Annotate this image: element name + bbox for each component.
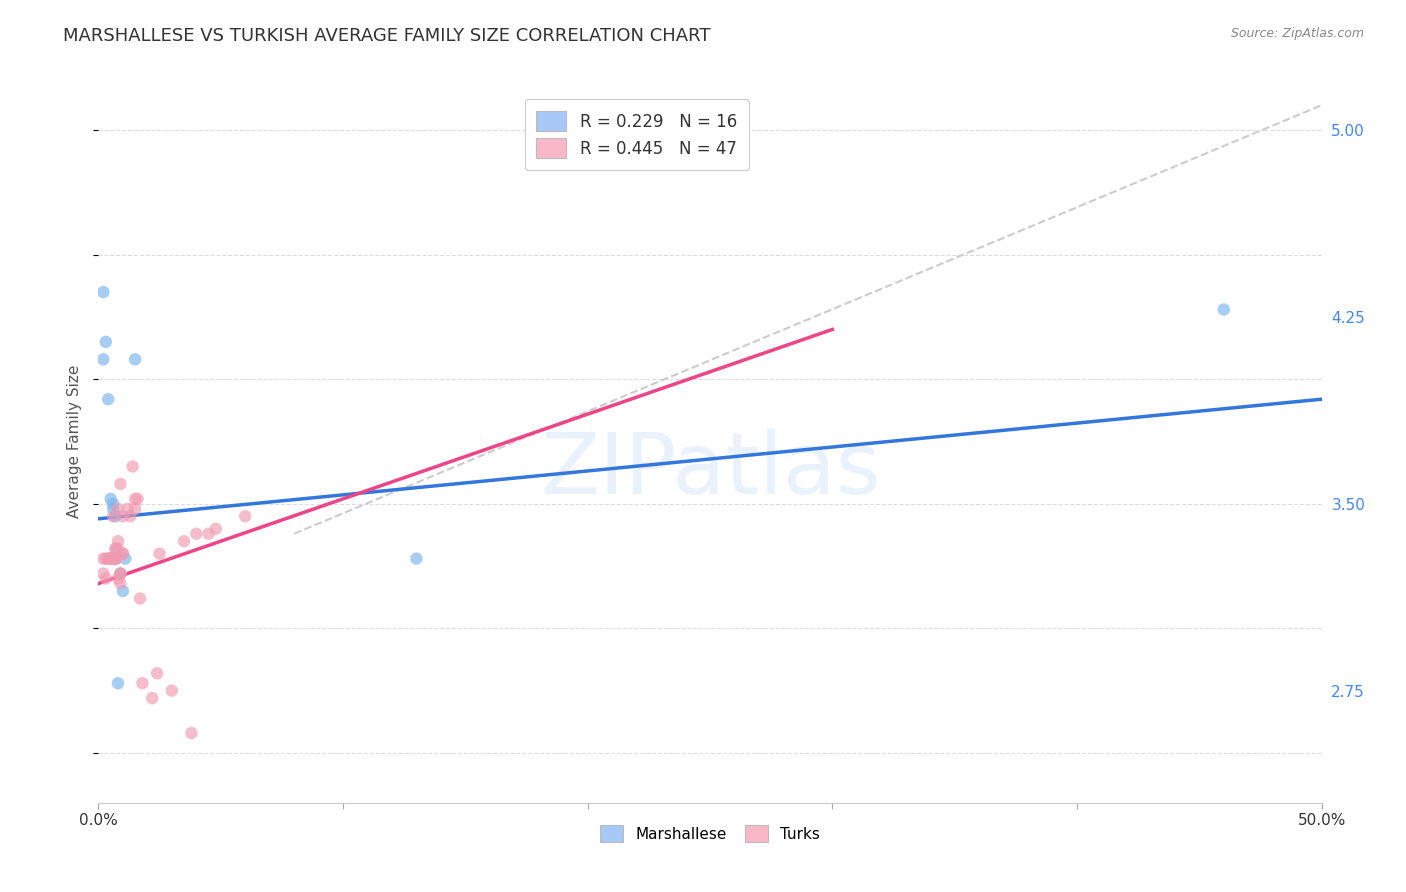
Point	[405, 551, 427, 566]
Point	[107, 534, 129, 549]
Point	[94, 572, 117, 586]
Point	[104, 541, 127, 556]
Point	[97, 551, 120, 566]
Point	[111, 547, 134, 561]
Point	[100, 551, 122, 566]
Text: Source: ZipAtlas.com: Source: ZipAtlas.com	[1230, 27, 1364, 40]
Point	[233, 509, 256, 524]
Point	[107, 541, 129, 556]
Point	[104, 541, 127, 556]
Y-axis label: Average Family Size: Average Family Size	[67, 365, 83, 518]
Point	[117, 501, 139, 516]
Point	[100, 551, 122, 566]
Point	[100, 551, 122, 566]
Point	[1212, 302, 1234, 317]
Point	[101, 509, 124, 524]
Point	[107, 501, 129, 516]
Text: ZIPatlas: ZIPatlas	[540, 429, 880, 512]
Point	[101, 501, 124, 516]
Point	[146, 666, 169, 681]
Point	[101, 551, 124, 566]
Point	[101, 497, 124, 511]
Point	[186, 526, 208, 541]
Point	[124, 352, 146, 367]
Point	[110, 566, 132, 581]
Legend: Marshallese, Turks: Marshallese, Turks	[592, 817, 828, 849]
Point	[110, 476, 132, 491]
Point	[104, 551, 127, 566]
Point	[94, 551, 117, 566]
Point	[97, 392, 120, 407]
Point	[124, 491, 146, 506]
Point	[104, 551, 127, 566]
Point	[104, 551, 127, 566]
Point	[111, 509, 134, 524]
Point	[149, 547, 172, 561]
Point	[131, 676, 153, 690]
Point	[91, 566, 114, 581]
Point	[111, 584, 134, 599]
Point	[94, 334, 117, 349]
Point	[111, 547, 134, 561]
Point	[107, 572, 129, 586]
Point	[160, 683, 183, 698]
Point	[110, 576, 132, 591]
Point	[127, 491, 149, 506]
Point	[197, 526, 219, 541]
Point	[104, 551, 127, 566]
Point	[91, 352, 114, 367]
Point	[124, 501, 146, 516]
Point	[110, 566, 132, 581]
Point	[173, 534, 195, 549]
Point	[97, 551, 120, 566]
Point	[107, 676, 129, 690]
Point	[100, 491, 122, 506]
Point	[104, 551, 127, 566]
Point	[91, 285, 114, 299]
Point	[121, 459, 143, 474]
Point	[141, 691, 163, 706]
Point	[91, 551, 114, 566]
Point	[205, 522, 228, 536]
Point	[104, 509, 127, 524]
Point	[129, 591, 152, 606]
Point	[120, 509, 142, 524]
Point	[180, 726, 202, 740]
Text: MARSHALLESE VS TURKISH AVERAGE FAMILY SIZE CORRELATION CHART: MARSHALLESE VS TURKISH AVERAGE FAMILY SI…	[63, 27, 711, 45]
Point	[101, 551, 124, 566]
Point	[114, 551, 136, 566]
Point	[110, 566, 132, 581]
